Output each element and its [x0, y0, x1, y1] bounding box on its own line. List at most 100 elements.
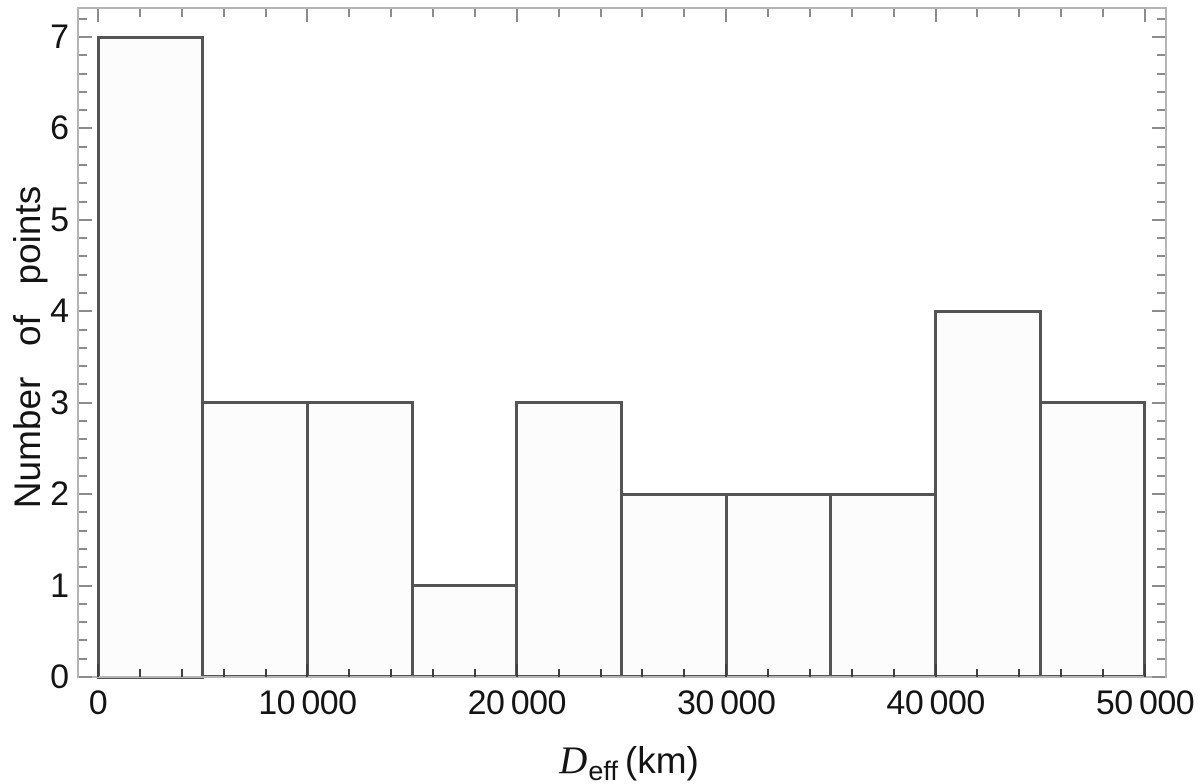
y-minor-tick-right [1157, 200, 1165, 203]
y-minor-tick-right [1157, 182, 1165, 185]
y-minor-tick-left [79, 164, 87, 166]
y-minor-tick-left [79, 109, 87, 112]
x-major-tick-top [306, 9, 309, 22]
y-major-tick-left [79, 310, 92, 313]
y-minor-tick-left [79, 237, 87, 240]
y-axis-label-text: Number of points [7, 185, 48, 509]
histogram-bar [934, 309, 1042, 679]
x-minor-tick-top [180, 9, 183, 17]
x-minor-tick-bottom [557, 669, 560, 677]
x-tick-label: 20 000 [467, 684, 567, 722]
y-minor-tick-left [79, 657, 87, 660]
x-axis-subscript: eff [588, 756, 618, 784]
y-minor-tick-right [1157, 328, 1165, 331]
x-minor-tick-top [1018, 9, 1021, 17]
y-minor-tick-left [79, 200, 87, 203]
x-major-tick-bottom [1144, 664, 1146, 677]
x-minor-tick-top [808, 9, 811, 17]
histogram-bar [201, 401, 309, 679]
y-minor-tick-right [1157, 273, 1165, 276]
histogram-bar [829, 492, 938, 679]
y-minor-tick-right [1157, 438, 1165, 441]
y-tick-label: 5 [50, 200, 69, 239]
x-minor-tick-top [390, 9, 393, 17]
y-tick-label: 3 [50, 383, 69, 422]
x-minor-tick-bottom [683, 669, 686, 677]
y-minor-tick-right [1157, 566, 1165, 569]
y-minor-tick-right [1157, 511, 1165, 514]
x-minor-tick-bottom [222, 669, 225, 677]
y-major-tick-left [79, 584, 92, 587]
y-major-tick-right [1152, 401, 1165, 404]
y-minor-tick-right [1157, 639, 1165, 642]
x-major-tick-bottom [515, 664, 518, 677]
y-major-tick-left [79, 36, 92, 38]
x-axis-variable: D [559, 739, 588, 782]
y-minor-tick-right [1157, 237, 1165, 240]
y-tick-label: 1 [50, 566, 69, 605]
y-major-tick-left [79, 127, 92, 130]
x-minor-tick-bottom [599, 669, 602, 677]
y-minor-tick-right [1157, 420, 1165, 422]
y-minor-tick-right [1157, 621, 1165, 624]
y-minor-tick-left [79, 383, 87, 386]
x-major-tick-top [725, 9, 728, 22]
x-minor-tick-top [641, 9, 644, 17]
x-minor-tick-bottom [808, 669, 811, 677]
x-minor-tick-bottom [892, 669, 895, 677]
y-minor-tick-right [1157, 72, 1165, 75]
y-tick-label: 6 [50, 109, 69, 148]
y-minor-tick-left [79, 566, 87, 569]
y-major-tick-left [79, 493, 92, 496]
x-minor-tick-bottom [180, 669, 183, 677]
y-major-tick-left [79, 401, 92, 404]
x-minor-tick-top [599, 9, 602, 17]
y-minor-tick-right [1157, 657, 1165, 660]
y-major-tick-right [1152, 310, 1165, 313]
x-minor-tick-top [850, 9, 853, 17]
y-minor-tick-left [79, 639, 87, 642]
x-minor-tick-top [892, 9, 895, 17]
y-minor-tick-right [1157, 255, 1165, 258]
y-minor-tick-right [1157, 456, 1165, 459]
y-minor-tick-left [79, 621, 87, 624]
histogram-bar [1038, 401, 1147, 679]
y-minor-tick-right [1157, 54, 1165, 57]
x-minor-tick-top [222, 9, 225, 17]
x-tick-label: 10 000 [258, 684, 357, 722]
y-tick-label: 0 [50, 658, 69, 696]
y-minor-tick-left [79, 602, 87, 605]
y-major-tick-right [1152, 36, 1165, 38]
y-major-tick-right [1152, 127, 1165, 130]
y-minor-tick-left [79, 346, 87, 349]
x-minor-tick-bottom [264, 669, 267, 677]
y-minor-tick-left [79, 182, 87, 185]
x-minor-tick-bottom [473, 669, 476, 677]
x-minor-tick-bottom [432, 669, 435, 677]
y-minor-tick-right [1157, 346, 1165, 349]
y-major-tick-left [79, 676, 92, 678]
x-minor-tick-top [432, 9, 435, 17]
y-major-tick-right [1152, 676, 1165, 678]
x-minor-tick-top [976, 9, 979, 17]
x-major-tick-bottom [725, 664, 728, 677]
y-minor-tick-right [1157, 383, 1165, 386]
x-tick-label: 40 000 [886, 684, 985, 722]
x-minor-tick-bottom [976, 669, 979, 677]
x-tick-label: 50 000 [1095, 684, 1195, 722]
y-axis-label: Number of points [7, 186, 49, 508]
x-minor-tick-top [138, 9, 141, 17]
y-minor-tick-left [79, 474, 87, 477]
x-minor-tick-bottom [767, 669, 770, 677]
y-major-tick-right [1152, 584, 1165, 587]
x-minor-tick-bottom [1018, 669, 1021, 677]
y-minor-tick-right [1157, 145, 1165, 148]
x-major-tick-bottom [934, 664, 937, 677]
y-minor-tick-right [1157, 529, 1165, 532]
y-minor-tick-right [1157, 109, 1165, 112]
x-major-tick-top [1144, 9, 1146, 22]
x-tick-label: 0 [88, 684, 108, 722]
